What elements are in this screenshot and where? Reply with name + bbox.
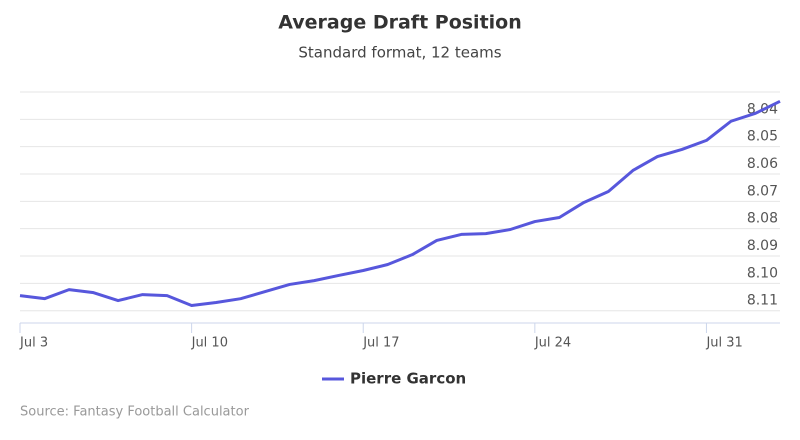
y-tick-label: 8.09 xyxy=(747,238,778,254)
y-tick-label: 8.07 xyxy=(747,183,778,199)
x-tick-label: Jul 17 xyxy=(362,336,399,351)
source: Source: Fantasy Football Calculator xyxy=(20,405,250,420)
y-tick-label: 8.10 xyxy=(747,265,778,281)
y-tick-label: 8.11 xyxy=(747,293,778,309)
x-tick-label: Jul 24 xyxy=(534,336,571,351)
x-tick-label: Jul 10 xyxy=(191,336,228,351)
y-tick-label: 8.06 xyxy=(747,156,778,172)
y-tick-label: 8.05 xyxy=(747,129,778,145)
series-line xyxy=(19,99,781,308)
x-tick-label: Jul 3 xyxy=(19,336,48,351)
chart-title: Average Draft Position xyxy=(278,12,522,34)
chart-subtitle: Standard format, 12 teams xyxy=(298,44,501,62)
y-tick-label: 8.08 xyxy=(747,211,778,227)
x-tick-label: Jul 31 xyxy=(705,336,742,351)
legend-label: Pierre Garcon xyxy=(350,370,466,388)
